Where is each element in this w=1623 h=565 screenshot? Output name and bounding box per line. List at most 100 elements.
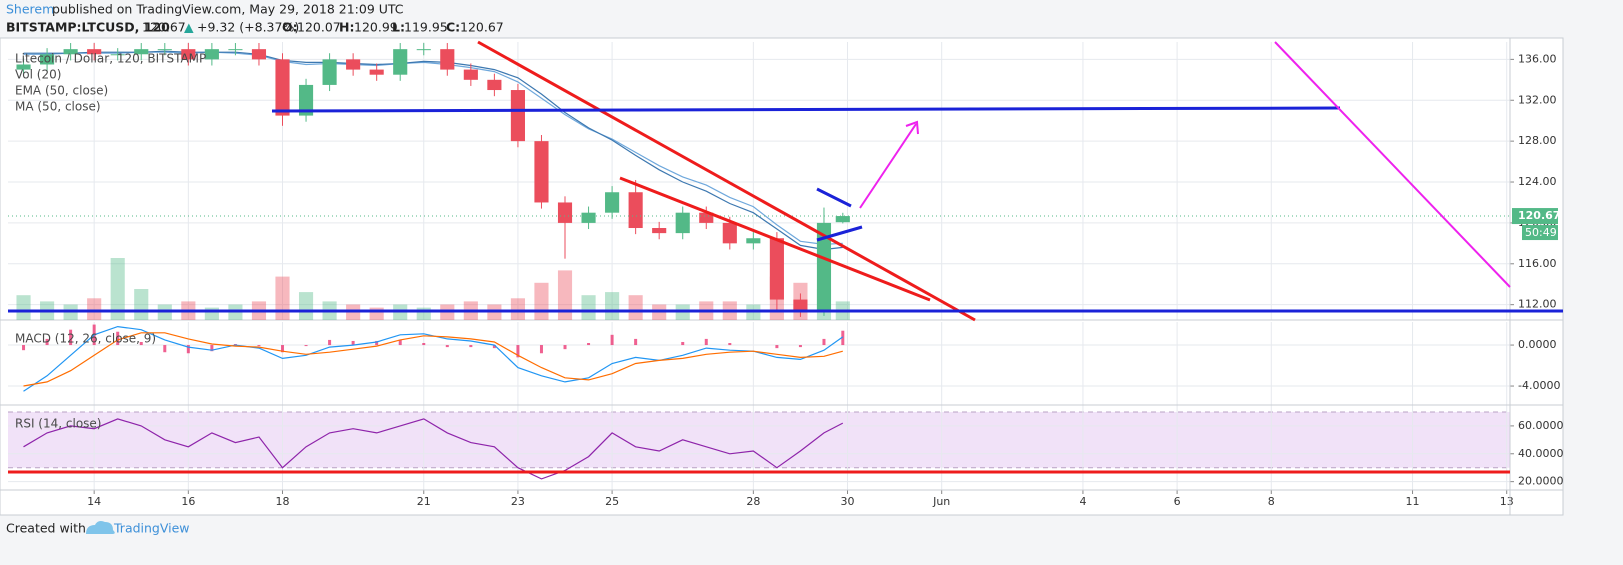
candle-body xyxy=(16,64,31,70)
candle-body xyxy=(510,90,525,142)
volume-bar xyxy=(87,298,102,320)
histogram-bar xyxy=(681,341,685,346)
candle-body xyxy=(769,238,784,300)
y-tick-label: 132.00 xyxy=(1518,93,1557,106)
volume-bar xyxy=(369,307,384,320)
histogram-bar xyxy=(422,343,426,346)
resistance-line xyxy=(271,106,1341,113)
c-label: C: xyxy=(446,20,460,35)
chart-layer: 14 16 18 21 23 25 28 30 Jun 4 6 8 11 13 112.00 116.00 12… xyxy=(0,38,1564,515)
candle-body xyxy=(605,192,620,213)
histogram-bar xyxy=(186,345,190,354)
candle-body xyxy=(87,49,102,55)
indicator-line xyxy=(23,418,844,480)
indicator-line xyxy=(23,51,843,246)
histogram-bar xyxy=(563,345,567,350)
candle-body xyxy=(369,69,384,75)
histogram-bar xyxy=(822,338,826,346)
candle-body xyxy=(816,222,832,310)
histogram-bar xyxy=(516,345,520,358)
arrow-head xyxy=(905,120,919,135)
candle-body xyxy=(793,299,808,310)
candle-body xyxy=(534,141,549,203)
x-tick-label: 14 xyxy=(87,495,101,508)
histogram-bar xyxy=(704,338,708,346)
c-value: 120.67 xyxy=(460,20,504,35)
logo xyxy=(86,521,115,534)
y-tick-label: 112.00 xyxy=(1518,298,1557,311)
x-tick-label: 11 xyxy=(1406,495,1420,508)
candle-body xyxy=(652,228,667,234)
volume-bar xyxy=(534,282,549,320)
candle-body xyxy=(675,212,690,234)
x-tick-label: 6 xyxy=(1174,495,1181,508)
price: 120.67 xyxy=(142,20,186,35)
candle-body xyxy=(322,59,337,85)
volume-bar xyxy=(416,307,431,320)
x-tick-label: 25 xyxy=(605,495,619,508)
y-tick-label: 128.00 xyxy=(1518,134,1557,147)
indicator-line xyxy=(23,50,843,251)
histogram-bar xyxy=(304,345,308,347)
y-tick-label: 116.00 xyxy=(1518,257,1557,270)
o-label: O: xyxy=(282,20,298,35)
candle-body xyxy=(157,49,172,51)
author[interactable]: Sherem xyxy=(6,2,54,17)
flag-line xyxy=(816,225,863,242)
histogram-bar xyxy=(375,340,379,346)
candle-body xyxy=(40,54,55,65)
x-tick-label: 30 xyxy=(841,495,855,508)
x-tick-label: 4 xyxy=(1079,495,1086,508)
volume-bar xyxy=(110,258,125,320)
x-tick-label: 21 xyxy=(417,495,431,508)
candle-body xyxy=(63,49,78,55)
magenta-line xyxy=(1274,41,1511,288)
histogram-bar xyxy=(634,338,638,346)
trend-line xyxy=(619,176,931,302)
volume-bar xyxy=(605,292,620,320)
footer-text: Created with xyxy=(6,521,86,536)
x-tick-label: 18 xyxy=(276,495,290,508)
histogram-bar xyxy=(210,345,214,352)
candle-body xyxy=(298,84,314,116)
volume-bar xyxy=(204,307,219,320)
y-tick-label: 40.0000 xyxy=(1518,447,1564,460)
candle-body xyxy=(134,49,149,55)
histogram-bar xyxy=(539,345,543,354)
countdown-box xyxy=(1522,225,1558,241)
candle-body xyxy=(181,49,196,60)
change: +9.32 (+8.37%) xyxy=(197,20,299,35)
y-tick-label: -4.0000 xyxy=(1518,379,1560,392)
last-price-box xyxy=(1512,208,1558,225)
histogram-bar xyxy=(445,345,449,348)
trend-line xyxy=(477,40,976,322)
legend-entry: Vol (20) xyxy=(15,68,61,82)
l-label: L: xyxy=(392,20,405,35)
volume-bar xyxy=(628,295,643,320)
drawings xyxy=(8,40,1563,474)
x-tick-label: 8 xyxy=(1268,495,1275,508)
volume-bar xyxy=(134,289,149,320)
candle-body xyxy=(275,59,290,116)
histogram-bar xyxy=(139,341,143,346)
candle-body xyxy=(346,59,361,70)
y-tick-label: 20.0000 xyxy=(1518,475,1564,488)
x-tick-label: Jun xyxy=(932,495,950,508)
legend-entry: MA (50, close) xyxy=(15,100,101,114)
symbol: BITSTAMP:LTCUSD, 120 xyxy=(6,20,170,35)
arrow: ▲ xyxy=(184,20,194,35)
histogram-bar xyxy=(492,345,496,349)
countdown: 50:49 xyxy=(1525,226,1557,239)
candle-body xyxy=(746,238,761,244)
candle-body xyxy=(835,216,850,223)
x-tick-label: 13 xyxy=(1500,495,1514,508)
h-label: H: xyxy=(339,20,354,35)
footer-brand[interactable]: TradingView xyxy=(113,521,190,536)
y-tick-label: 124.00 xyxy=(1518,175,1557,188)
y-tick-label: 0.0000 xyxy=(1518,338,1557,351)
y-tick-label: 136.00 xyxy=(1518,52,1557,65)
candle-body xyxy=(251,49,267,60)
rsi-band xyxy=(8,411,1510,468)
candle-body xyxy=(393,49,408,75)
